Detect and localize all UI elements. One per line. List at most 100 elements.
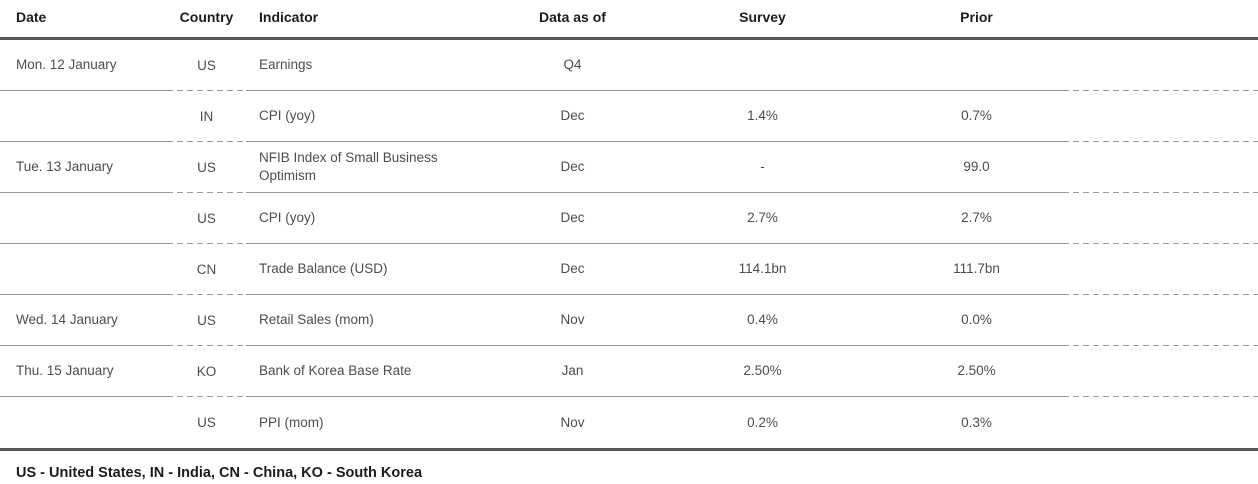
cell-trailing-space (1063, 295, 1258, 346)
cell-data-as-of: Dec (510, 142, 635, 193)
cell-date (0, 193, 167, 244)
cell-survey: 1.4% (635, 91, 890, 142)
economic-calendar-table: Date Country Indicator Data as of Survey… (0, 0, 1258, 451)
header-date-label: Date (16, 8, 47, 25)
cell-indicator: Bank of Korea Base Rate (246, 346, 510, 397)
cell-country: US (167, 142, 246, 193)
cell-data-as-of: Dec (510, 193, 635, 244)
header-country-label: Country (179, 8, 234, 25)
header-date: Date (0, 0, 167, 34)
cell-date: Wed. 14 January (0, 295, 167, 346)
country-code-text: US (197, 210, 216, 226)
cell-date (0, 91, 167, 142)
table-row: Thu. 15 January KO Bank of Korea Base Ra… (0, 346, 1258, 397)
indicator-text: Retail Sales (mom) (259, 312, 374, 328)
cell-survey: 0.4% (635, 295, 890, 346)
cell-prior: 2.50% (890, 346, 1063, 397)
cell-date: Thu. 15 January (0, 346, 167, 397)
header-trailing-space (1063, 0, 1258, 34)
country-code-text: KO (196, 363, 217, 379)
survey-text: 2.50% (743, 363, 782, 379)
cell-survey: 2.7% (635, 193, 890, 244)
data-as-of-text: Dec (560, 261, 585, 277)
prior-text: 99.0 (963, 159, 990, 175)
data-as-of-text: Jan (561, 363, 584, 379)
data-as-of-text: Dec (560, 159, 585, 175)
cell-date: Tue. 13 January (0, 142, 167, 193)
cell-country: CN (167, 244, 246, 295)
survey-text: 0.4% (747, 312, 778, 328)
cell-country: US (167, 295, 246, 346)
cell-trailing-space (1063, 142, 1258, 193)
survey-text: 114.1bn (738, 261, 787, 277)
indicator-text: PPI (mom) (259, 414, 324, 430)
data-as-of-text: Dec (560, 210, 585, 226)
cell-date (0, 244, 167, 295)
cell-trailing-space (1063, 346, 1258, 397)
date-text: Thu. 15 January (16, 363, 114, 379)
survey-text: 0.2% (747, 414, 778, 430)
prior-text: 0.3% (961, 414, 992, 430)
indicator-text: CPI (yoy) (259, 210, 316, 226)
cell-indicator: CPI (yoy) (246, 91, 510, 142)
cell-survey: 114.1bn (635, 244, 890, 295)
country-code-text: US (197, 312, 216, 328)
cell-survey: 0.2% (635, 397, 890, 448)
cell-prior: 99.0 (890, 142, 1063, 193)
prior-text: 0.7% (961, 108, 992, 124)
data-as-of-text: Nov (560, 414, 585, 430)
survey-text: 1.4% (747, 108, 778, 124)
cell-trailing-space (1063, 244, 1258, 295)
indicator-text: Earnings (259, 57, 313, 73)
cell-indicator: NFIB Index of Small Business Optimism (246, 142, 510, 193)
country-code-text: US (197, 159, 216, 175)
cell-data-as-of: Jan (510, 346, 635, 397)
cell-country: KO (167, 346, 246, 397)
cell-country: US (167, 397, 246, 448)
cell-trailing-space (1063, 91, 1258, 142)
cell-country: US (167, 40, 246, 91)
country-code-text: CN (196, 261, 217, 277)
table-body: Mon. 12 January US Earnings Q4 IN CPI (y… (0, 40, 1258, 448)
prior-text: 0.0% (961, 312, 992, 328)
header-survey-label: Survey (739, 8, 786, 25)
indicator-text: CPI (yoy) (259, 108, 316, 124)
data-as-of-text: Q4 (563, 57, 582, 73)
indicator-text: Trade Balance (USD) (259, 261, 388, 277)
prior-text: 2.7% (961, 210, 992, 226)
survey-text: 2.7% (747, 210, 778, 226)
cell-prior: 2.7% (890, 193, 1063, 244)
header-prior: Prior (890, 0, 1063, 34)
header-prior-label: Prior (960, 8, 993, 25)
cell-prior: 0.0% (890, 295, 1063, 346)
table-row: US CPI (yoy) Dec 2.7% 2.7% (0, 193, 1258, 244)
cell-data-as-of: Nov (510, 397, 635, 448)
cell-prior: 0.7% (890, 91, 1063, 142)
prior-text: 2.50% (957, 363, 996, 379)
data-as-of-text: Nov (560, 312, 585, 328)
country-code-text: IN (199, 108, 214, 124)
date-text: Wed. 14 January (16, 312, 118, 328)
country-code-legend: US - United States, IN - India, CN - Chi… (16, 465, 423, 481)
header-indicator-label: Indicator (259, 8, 319, 25)
cell-indicator: Trade Balance (USD) (246, 244, 510, 295)
cell-trailing-space (1063, 193, 1258, 244)
prior-text: 111.7bn (953, 261, 1000, 277)
cell-indicator: Retail Sales (mom) (246, 295, 510, 346)
survey-text: - (760, 159, 765, 175)
cell-survey: - (635, 142, 890, 193)
data-as-of-text: Dec (560, 108, 585, 124)
cell-data-as-of: Nov (510, 295, 635, 346)
cell-survey (635, 40, 890, 91)
date-text: Mon. 12 January (16, 57, 117, 73)
indicator-text: Bank of Korea Base Rate (259, 363, 412, 379)
table-row: CN Trade Balance (USD) Dec 114.1bn 111.7… (0, 244, 1258, 295)
cell-date (0, 397, 167, 448)
cell-indicator: PPI (mom) (246, 397, 510, 448)
cell-date: Mon. 12 January (0, 40, 167, 91)
indicator-text: NFIB Index of Small Business Optimism (259, 150, 438, 183)
country-code-text: US (197, 414, 216, 430)
cell-prior: 0.3% (890, 397, 1063, 448)
cell-trailing-space (1063, 40, 1258, 91)
